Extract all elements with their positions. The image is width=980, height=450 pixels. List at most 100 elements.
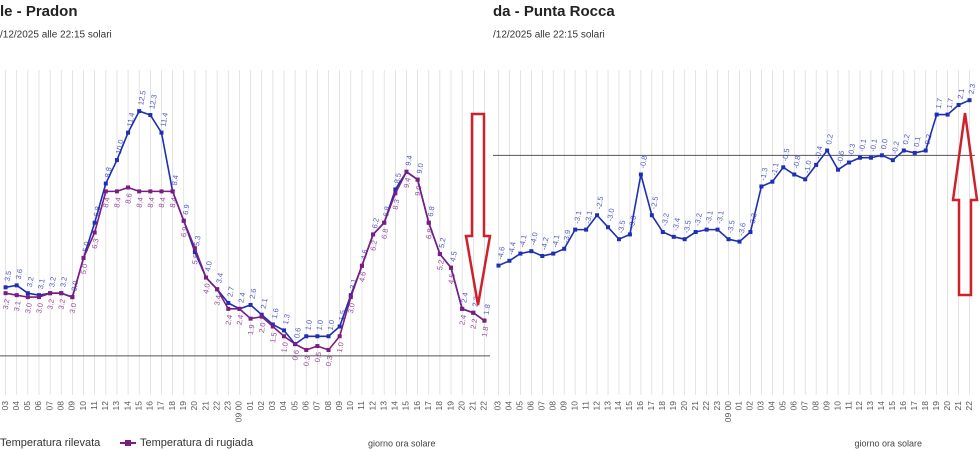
point (715, 227, 720, 232)
x-tick-label: 03 (756, 401, 766, 411)
x-tick-label: 09 (821, 401, 831, 411)
x-tick-label: 15 (401, 401, 411, 411)
x-tick-label: 22 (479, 401, 489, 411)
arrow-down (464, 112, 492, 306)
point (967, 98, 972, 103)
point (304, 334, 309, 339)
x-tick-label: 22 (701, 401, 711, 411)
x-tick-label: 22 (211, 401, 221, 411)
x-tick-label: 21 (690, 401, 700, 411)
point (293, 342, 298, 347)
point (326, 347, 331, 352)
point (281, 334, 286, 339)
data-label: 5.2 (437, 237, 448, 249)
x-tick-label: 20 (456, 401, 466, 411)
data-label: -0.8 (638, 155, 649, 169)
x-tick-label: 08 (810, 401, 820, 411)
data-label: 6.8 (381, 206, 392, 218)
data-label: -3.1 (572, 210, 583, 224)
data-label: 0.3 (301, 355, 312, 367)
x-tick-label: 12 (367, 401, 377, 411)
x-tick-label: 17 (423, 401, 433, 411)
point (879, 153, 884, 158)
x-tick-label: 17 (646, 401, 656, 411)
data-label: 3.2 (45, 298, 56, 310)
point (393, 191, 398, 196)
point (551, 251, 556, 256)
x-tick-label: 19 (668, 401, 678, 411)
x-tick-label: 20 (189, 401, 199, 411)
point (671, 234, 676, 239)
data-label: 2.1 (956, 88, 967, 100)
data-label: -1.0 (802, 160, 813, 174)
data-label: 3.6 (14, 268, 25, 280)
point (103, 189, 108, 194)
x-tick-label: 06 (789, 401, 799, 411)
data-label: 0.5 (313, 351, 324, 363)
data-label: 4.0 (201, 283, 212, 295)
point (737, 239, 742, 244)
x-tick-label: 15 (624, 401, 634, 411)
point (649, 213, 654, 218)
point (371, 232, 376, 237)
legend-label: Temperatura di rugiada (140, 437, 254, 449)
x-tick-label: 14 (613, 401, 623, 411)
x-tick-label: 23 (223, 401, 233, 411)
x-tick-label: 04 (11, 401, 21, 411)
point (226, 300, 231, 305)
x-tick-label: 16 (635, 401, 645, 411)
x-tick-label: 16 (412, 401, 422, 411)
x-tick-label: 10 (78, 401, 88, 411)
point (748, 230, 753, 235)
data-label: -4.1 (550, 234, 561, 248)
x-tick-label: 01 (245, 401, 255, 411)
point (945, 112, 950, 117)
point (923, 148, 928, 153)
point (507, 258, 512, 263)
data-label: -3.3 (627, 215, 638, 229)
x-tick-label: 07 (312, 401, 322, 411)
data-label: -4.2 (539, 236, 550, 250)
data-label: -3.5 (682, 220, 693, 234)
point (204, 275, 209, 280)
x-tick-label: 20 (679, 401, 689, 411)
point (126, 130, 131, 135)
x-tick-label: 21 (468, 401, 478, 411)
point (912, 150, 917, 155)
point (857, 155, 862, 160)
data-label: -0.8 (791, 155, 802, 169)
point (3, 285, 8, 290)
point (170, 189, 175, 194)
point (382, 220, 387, 225)
data-label: 1.0 (335, 341, 346, 353)
point (25, 291, 30, 296)
data-label: 8.4 (168, 197, 179, 209)
x-tick-label: 06 (33, 401, 43, 411)
data-label: 0.2 (824, 133, 835, 145)
data-label: 1.3 (281, 313, 292, 325)
point (248, 316, 253, 321)
x-tick-label: 17 (156, 401, 166, 411)
point (14, 293, 19, 298)
x-tick-label: 12 (100, 401, 110, 411)
x-tick-label: 09 (334, 401, 344, 411)
point (460, 306, 465, 311)
x-tick-label: 09 00 (234, 401, 244, 423)
data-label: 2.4 (235, 314, 246, 326)
data-label: -1.1 (769, 162, 780, 176)
data-label: 8.4 (146, 197, 157, 209)
x-axis-label: giorno ora solare (854, 438, 922, 448)
x-tick-label: 08 (548, 401, 558, 411)
data-label: 1.8 (481, 303, 492, 315)
data-label: 1.0 (326, 319, 337, 331)
x-tick-label: 19 (931, 401, 941, 411)
data-label: 1.0 (303, 319, 314, 331)
point (726, 237, 731, 242)
data-label: 1.7 (945, 97, 956, 109)
point (573, 227, 578, 232)
x-tick-label: 13 (865, 401, 875, 411)
data-label: 1.9 (246, 324, 257, 336)
point (114, 158, 119, 163)
point (126, 185, 131, 190)
point (215, 287, 220, 292)
